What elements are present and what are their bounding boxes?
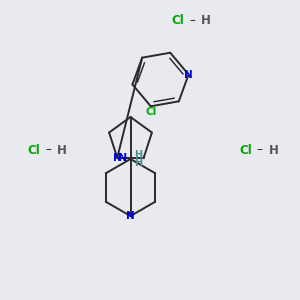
- Text: –: –: [189, 14, 195, 28]
- Text: –: –: [45, 143, 51, 157]
- Text: N: N: [118, 153, 128, 164]
- Text: H: H: [57, 143, 67, 157]
- Text: Cl: Cl: [145, 107, 156, 117]
- Text: Cl: Cl: [172, 14, 184, 28]
- Text: Cl: Cl: [239, 143, 252, 157]
- Text: N: N: [113, 153, 122, 163]
- Text: N: N: [184, 70, 193, 80]
- Text: H: H: [134, 149, 142, 160]
- Text: N: N: [126, 211, 135, 221]
- Text: H: H: [134, 158, 142, 168]
- Text: Cl: Cl: [28, 143, 40, 157]
- Text: H: H: [268, 143, 278, 157]
- Text: –: –: [256, 143, 262, 157]
- Text: H: H: [201, 14, 211, 28]
